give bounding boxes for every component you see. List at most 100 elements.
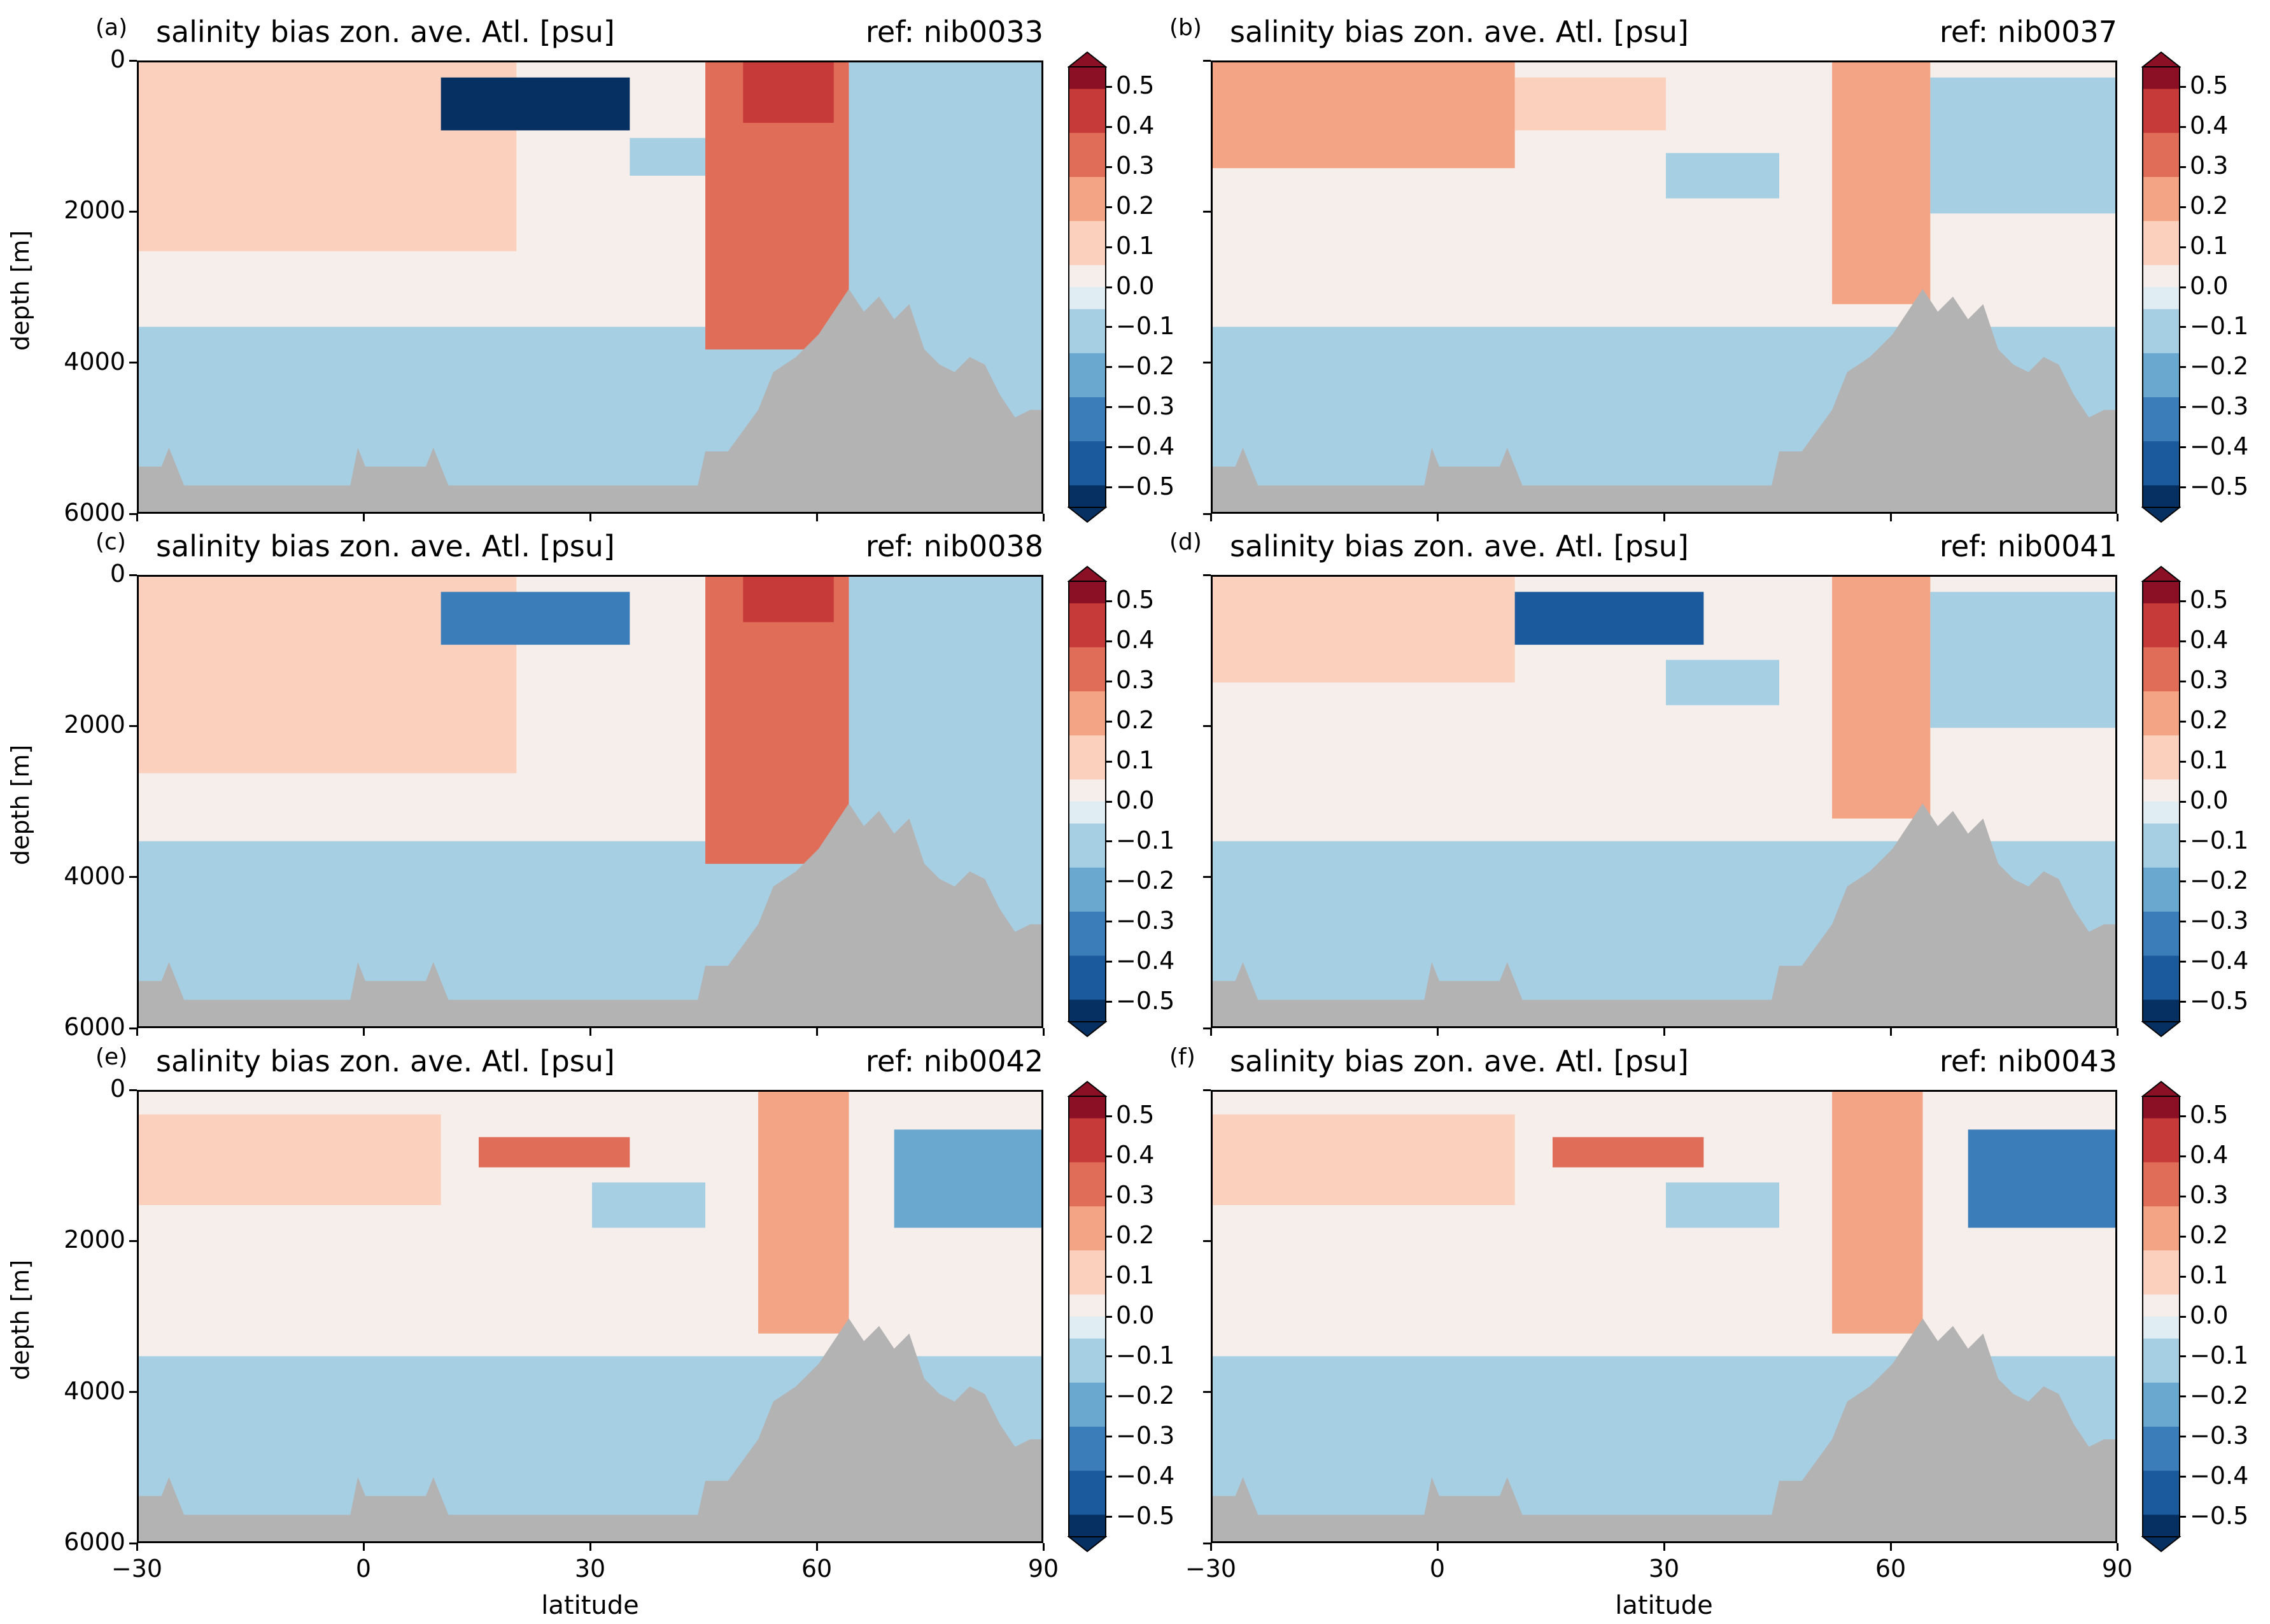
colorbar-tick-mark bbox=[1106, 1115, 1112, 1117]
colorbar-step bbox=[1069, 691, 1106, 714]
colorbar-tick-mark bbox=[1106, 760, 1112, 763]
colorbar-step bbox=[1069, 867, 1106, 890]
colorbar-tick-label: 0.3 bbox=[2190, 152, 2229, 180]
colorbar-tick-mark bbox=[1106, 85, 1112, 88]
colorbar-step bbox=[2143, 801, 2180, 824]
colorbar-step bbox=[2143, 1272, 2180, 1295]
colorbar-tick-label: −0.2 bbox=[2190, 866, 2249, 894]
colorbar-extend-max bbox=[2141, 565, 2181, 582]
colorbar-tick-label: 0.5 bbox=[2190, 71, 2229, 100]
bias-patch bbox=[1666, 1182, 1779, 1228]
colorbar-step bbox=[1069, 111, 1106, 134]
y-tick-mark bbox=[1203, 876, 1211, 879]
y-tick-label: 0 bbox=[109, 45, 125, 73]
x-tick-mark bbox=[2116, 514, 2118, 521]
colorbar-tick-mark bbox=[1106, 1355, 1112, 1358]
panel-ref: ref: nib0033 bbox=[865, 15, 1043, 49]
panel-letter: (a) bbox=[95, 15, 128, 41]
colorbar-tick-label: −0.5 bbox=[1116, 1501, 1175, 1530]
salinity-field bbox=[139, 1092, 1041, 1541]
colorbar bbox=[1068, 565, 1107, 1038]
colorbar bbox=[2141, 565, 2181, 1038]
x-tick-mark bbox=[362, 514, 365, 521]
colorbar-tick-label: 0.2 bbox=[1116, 192, 1155, 220]
colorbar-step bbox=[1069, 309, 1106, 332]
colorbar-step bbox=[1069, 67, 1106, 90]
colorbar-tick-mark bbox=[1106, 206, 1112, 208]
x-tick-mark bbox=[1209, 1028, 1212, 1036]
colorbar-step bbox=[2143, 889, 2180, 912]
colorbar-tick-label: 0.3 bbox=[2190, 666, 2229, 695]
colorbar-tick-mark bbox=[2180, 640, 2186, 642]
y-tick-mark bbox=[129, 574, 137, 576]
y-tick-label: 6000 bbox=[64, 1013, 125, 1041]
colorbar-tick-mark bbox=[2180, 166, 2186, 168]
colorbar-tick-mark bbox=[1106, 1275, 1112, 1278]
colorbar-step bbox=[2143, 669, 2180, 692]
x-tick-mark bbox=[2116, 1028, 2118, 1036]
colorbar-tick-mark bbox=[1106, 326, 1112, 328]
bias-patch bbox=[1553, 1137, 1704, 1168]
colorbar-tick-mark bbox=[2180, 326, 2186, 328]
colorbar-extend-max bbox=[2141, 1080, 2181, 1097]
colorbar-step bbox=[1069, 823, 1106, 846]
colorbar bbox=[2141, 51, 2181, 523]
colorbar-step bbox=[2143, 1492, 2180, 1515]
panel-ref: ref: nib0037 bbox=[1939, 15, 2117, 49]
colorbar-tick-mark bbox=[1106, 366, 1112, 369]
y-axis-label: depth [m] bbox=[6, 744, 34, 865]
colorbar-tick-label: 0.4 bbox=[2190, 111, 2229, 140]
colorbar-tick-mark bbox=[1106, 406, 1112, 409]
colorbar-step bbox=[2143, 177, 2180, 200]
colorbar-tick-mark bbox=[2180, 366, 2186, 369]
y-tick-mark bbox=[129, 1089, 137, 1091]
colorbar-extend-max bbox=[1068, 1080, 1107, 1097]
colorbar-tick-label: −0.3 bbox=[1116, 392, 1175, 420]
colorbar-tick-mark bbox=[1106, 800, 1112, 803]
colorbar-step bbox=[2143, 375, 2180, 398]
x-tick-mark bbox=[1042, 1543, 1045, 1551]
heatmap-plot-area bbox=[1211, 575, 2117, 1028]
panel-letter: (d) bbox=[1169, 529, 1202, 555]
colorbar-step bbox=[2143, 155, 2180, 178]
colorbar-tick-label: 0.3 bbox=[1116, 1181, 1155, 1210]
colorbar-tick-mark bbox=[2180, 1395, 2186, 1398]
colorbar-tick-mark bbox=[1106, 1001, 1112, 1003]
y-tick-mark bbox=[1203, 1027, 1211, 1029]
colorbar-tick-mark bbox=[1106, 680, 1112, 682]
colorbar-tick-label: −0.4 bbox=[1116, 946, 1175, 975]
panel-title: salinity bias zon. ave. Atl. [psu] bbox=[156, 1044, 615, 1078]
colorbar-step bbox=[2143, 603, 2180, 626]
colorbar-tick-label: 0.0 bbox=[2190, 272, 2229, 300]
colorbar-tick-label: −0.3 bbox=[1116, 906, 1175, 935]
bias-patch bbox=[1832, 1092, 1923, 1334]
seafloor-bathymetry bbox=[139, 803, 1041, 1026]
y-tick-label: 2000 bbox=[64, 710, 125, 739]
colorbar-tick-mark bbox=[2180, 406, 2186, 409]
colorbar-tick-mark bbox=[2180, 286, 2186, 288]
colorbar-tick-label: 0.3 bbox=[2190, 1181, 2229, 1210]
colorbar-step bbox=[1069, 1096, 1106, 1119]
colorbar-tick-label: −0.1 bbox=[1116, 826, 1175, 854]
colorbar-step bbox=[1069, 88, 1106, 111]
x-tick-mark bbox=[815, 514, 818, 521]
colorbar-step bbox=[2143, 441, 2180, 464]
salinity-field bbox=[1213, 62, 2115, 512]
x-tick-mark bbox=[1889, 1028, 1892, 1036]
colorbar-tick-mark bbox=[2180, 720, 2186, 723]
y-axis-label: depth [m] bbox=[6, 230, 34, 351]
colorbar-step bbox=[2143, 779, 2180, 802]
x-tick-mark bbox=[1663, 514, 1665, 521]
colorbar-step bbox=[1069, 1492, 1106, 1515]
colorbar-tick-mark bbox=[2180, 1315, 2186, 1318]
colorbar-tick-mark bbox=[2180, 1001, 2186, 1003]
colorbar-tick-label: 0.4 bbox=[1116, 111, 1155, 140]
colorbar-step bbox=[2143, 132, 2180, 155]
colorbar-tick-mark bbox=[2180, 1355, 2186, 1358]
colorbar-tick-label: 0.0 bbox=[1116, 786, 1155, 814]
colorbar-step bbox=[1069, 933, 1106, 956]
colorbar-tick-mark bbox=[2180, 961, 2186, 963]
bias-patch bbox=[743, 62, 834, 123]
colorbar-step bbox=[1069, 1118, 1106, 1141]
colorbar-extend-min bbox=[1068, 1021, 1107, 1038]
